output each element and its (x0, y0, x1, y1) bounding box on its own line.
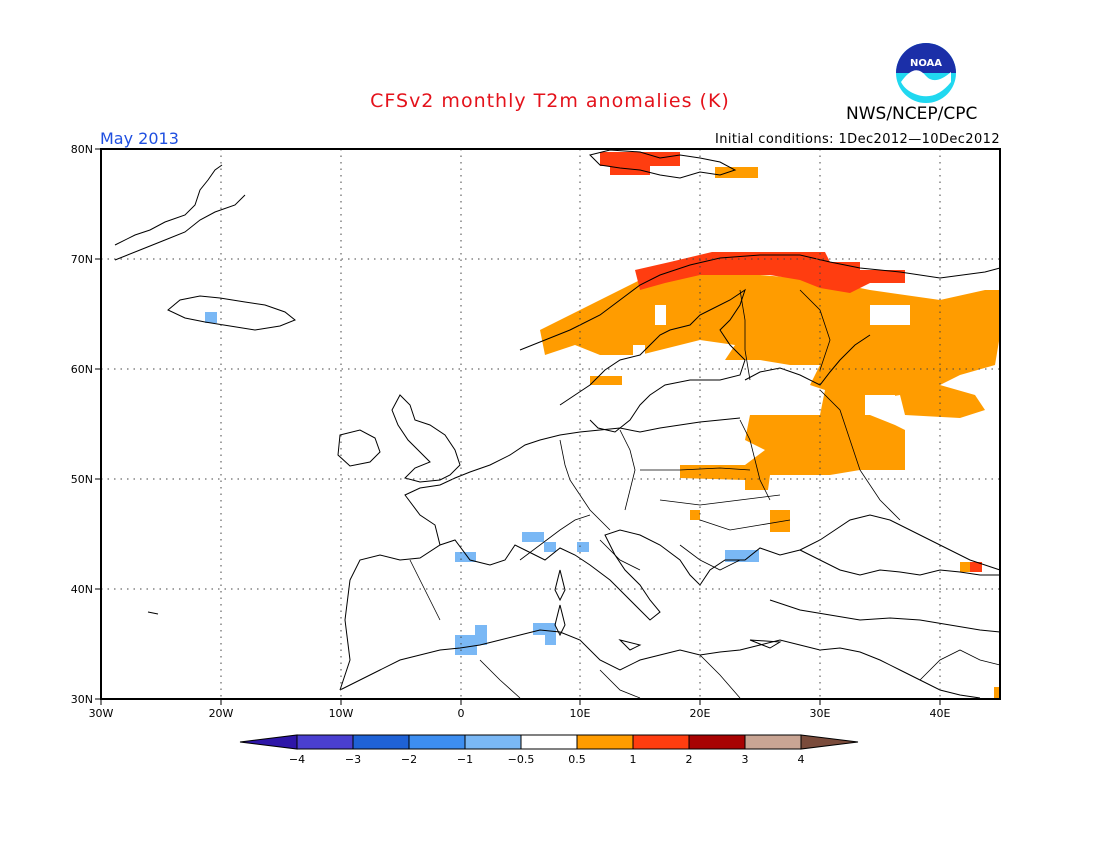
logo-text: NOAA (910, 58, 942, 69)
map-frame (100, 148, 1001, 700)
lat-label: 40N (71, 583, 93, 596)
lat-label: 60N (71, 363, 93, 376)
latitude-labels: 30N 40N 50N 60N 70N 80N (71, 143, 93, 706)
lon-label: 20W (209, 707, 234, 720)
colorbar-label: 1 (630, 753, 637, 766)
lon-label: 0 (458, 707, 465, 720)
initial-conditions-label: Initial conditions: 1Dec2012—10Dec2012 (715, 132, 1000, 147)
colorbar-label: −3 (345, 753, 361, 766)
colorbar-label: 0.5 (568, 753, 586, 766)
colorbar-high-arrow (800, 734, 859, 750)
colorbar-swatch (744, 734, 802, 750)
colorbar-label: −1 (457, 753, 473, 766)
lon-label: 40E (930, 707, 951, 720)
colorbar-label: 2 (686, 753, 693, 766)
colorbar-label: −0.5 (508, 753, 535, 766)
graticule (101, 149, 1000, 699)
colorbar-swatch (296, 734, 354, 750)
colorbar-swatch (688, 734, 746, 750)
lon-label: 30E (810, 707, 831, 720)
colorbar-swatch (520, 734, 578, 750)
longitude-labels: 30W 20W 10W 0 10E 20E 30E 40E (89, 707, 951, 720)
lon-label: 10W (329, 707, 354, 720)
lon-label: 30W (89, 707, 114, 720)
lon-label: 20E (690, 707, 711, 720)
colorbar-label: 3 (742, 753, 749, 766)
colorbar-swatch (408, 734, 466, 750)
lat-label: 50N (71, 473, 93, 486)
noaa-logo: NOAA (896, 43, 956, 103)
colorbar-swatch (464, 734, 522, 750)
lon-label: 10E (570, 707, 591, 720)
colorbar-label: 4 (798, 753, 805, 766)
colorbar: −4 −3 −2 −1 −0.5 0.5 1 2 3 4 (239, 734, 859, 766)
chart-title: CFSv2 monthly T2m anomalies (K) (370, 90, 730, 112)
lat-label: 30N (71, 693, 93, 706)
colorbar-label: −4 (289, 753, 305, 766)
colorbar-low-arrow (239, 734, 298, 750)
tick-marks (95, 148, 941, 705)
colorbar-label: −2 (401, 753, 417, 766)
agency-label: NWS/NCEP/CPC (846, 104, 978, 124)
month-label: May 2013 (100, 129, 179, 148)
coastlines (114, 149, 1001, 699)
colorbar-swatch (352, 734, 410, 750)
colorbar-swatch (632, 734, 690, 750)
lat-label: 70N (71, 253, 93, 266)
colorbar-swatch (576, 734, 634, 750)
lat-label: 80N (71, 143, 93, 156)
